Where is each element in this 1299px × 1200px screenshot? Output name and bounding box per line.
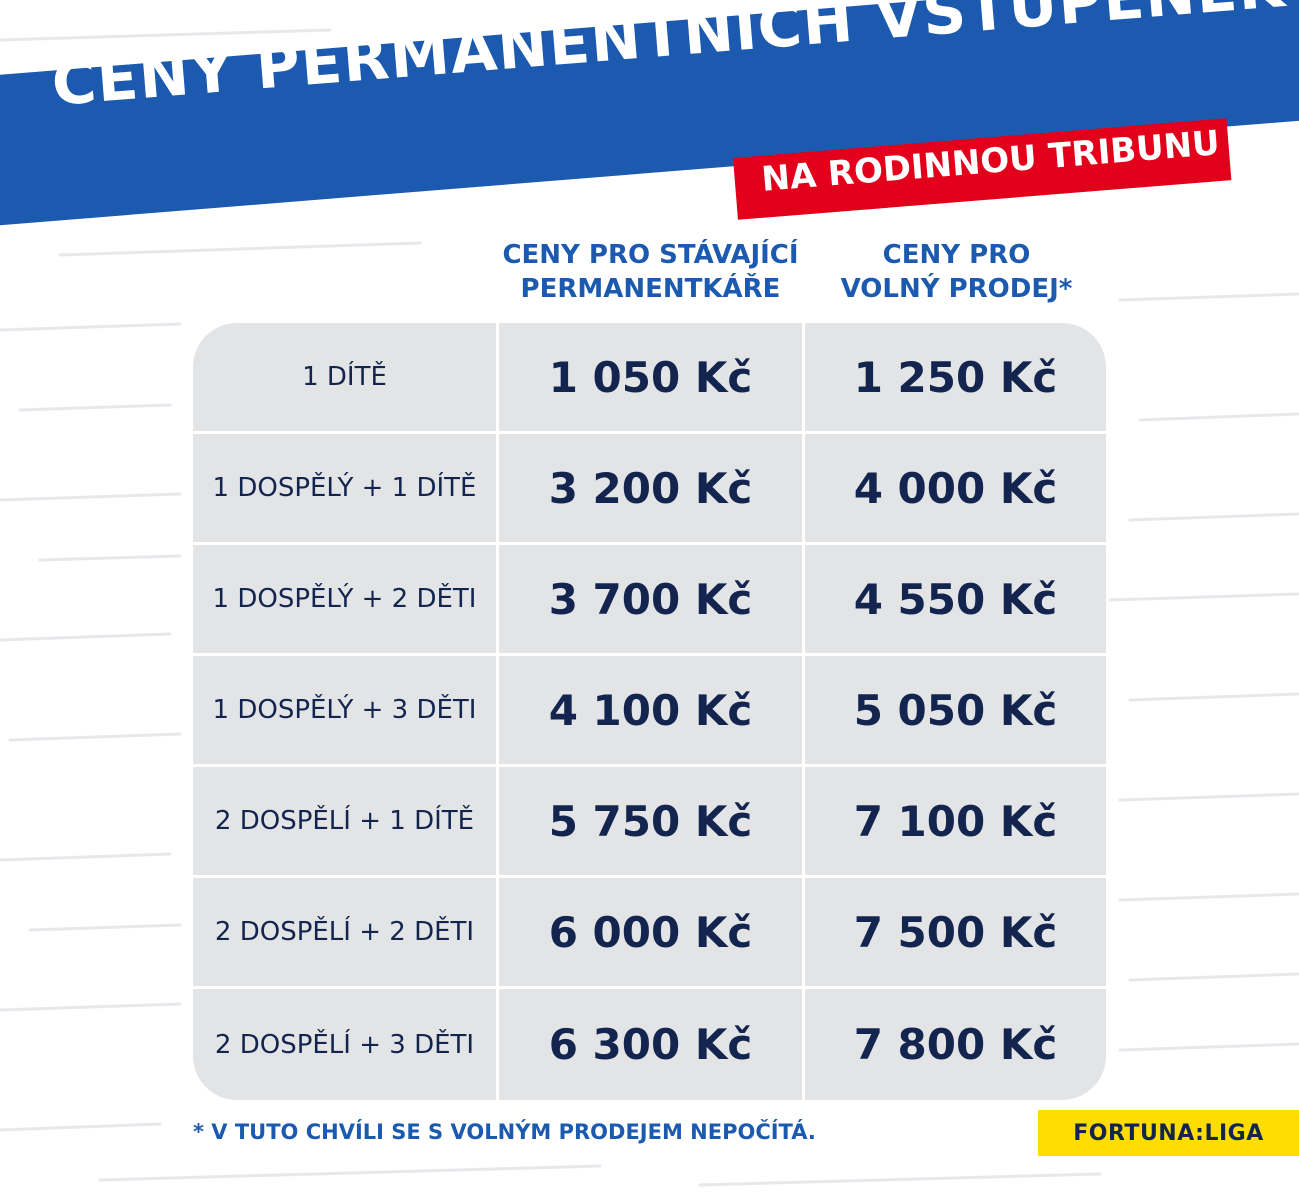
- table-row: 2 DOSPĚLÍ + 3 DĚTI 6 300 Kč 7 800 Kč: [193, 989, 1106, 1100]
- public-price-cell: 1 250 Kč: [805, 323, 1106, 431]
- column-header-line: CENY PRO STÁVAJÍCÍ: [502, 240, 799, 270]
- public-price-cell: 7 100 Kč: [805, 767, 1106, 875]
- column-header-current-holders: CENY PRO STÁVAJÍCÍ PERMANENTKÁŘE: [498, 238, 803, 306]
- public-price-cell: 4 000 Kč: [805, 434, 1106, 542]
- public-price-cell: 5 050 Kč: [805, 656, 1106, 764]
- column-header-public-sale: CENY PRO VOLNÝ PRODEJ*: [805, 238, 1108, 306]
- category-cell: 2 DOSPĚLÍ + 1 DÍTĚ: [193, 767, 496, 875]
- current-price-cell: 3 700 Kč: [499, 545, 802, 653]
- public-price-cell: 7 500 Kč: [805, 878, 1106, 986]
- table-row: 2 DOSPĚLÍ + 2 DĚTI 6 000 Kč 7 500 Kč: [193, 878, 1106, 986]
- current-price-cell: 3 200 Kč: [499, 434, 802, 542]
- category-cell: 1 DOSPĚLÝ + 3 DĚTI: [193, 656, 496, 764]
- current-price-cell: 4 100 Kč: [499, 656, 802, 764]
- category-cell: 1 DOSPĚLÝ + 2 DĚTI: [193, 545, 496, 653]
- table-row: 1 DOSPĚLÝ + 1 DÍTĚ 3 200 Kč 4 000 Kč: [193, 434, 1106, 542]
- public-price-cell: 7 800 Kč: [805, 989, 1106, 1100]
- current-price-cell: 5 750 Kč: [499, 767, 802, 875]
- fortuna-liga-logo: FORTUNA:LIGA: [1038, 1110, 1299, 1156]
- column-header-line: VOLNÝ PRODEJ*: [840, 274, 1073, 304]
- table-row: 2 DOSPĚLÍ + 1 DÍTĚ 5 750 Kč 7 100 Kč: [193, 767, 1106, 875]
- price-table: 1 DÍTĚ 1 050 Kč 1 250 Kč 1 DOSPĚLÝ + 1 D…: [193, 323, 1106, 1100]
- category-cell: 1 DOSPĚLÝ + 1 DÍTĚ: [193, 434, 496, 542]
- column-header-line: CENY PRO: [882, 240, 1031, 270]
- category-cell: 1 DÍTĚ: [193, 323, 496, 431]
- current-price-cell: 1 050 Kč: [499, 323, 802, 431]
- category-cell: 2 DOSPĚLÍ + 3 DĚTI: [193, 989, 496, 1100]
- category-cell: 2 DOSPĚLÍ + 2 DĚTI: [193, 878, 496, 986]
- column-header-line: PERMANENTKÁŘE: [520, 274, 781, 304]
- table-row: 1 DOSPĚLÝ + 2 DĚTI 3 700 Kč 4 550 Kč: [193, 545, 1106, 653]
- table-row: 1 DOSPĚLÝ + 3 DĚTI 4 100 Kč 5 050 Kč: [193, 656, 1106, 764]
- current-price-cell: 6 300 Kč: [499, 989, 802, 1100]
- public-price-cell: 4 550 Kč: [805, 545, 1106, 653]
- table-row: 1 DÍTĚ 1 050 Kč 1 250 Kč: [193, 323, 1106, 431]
- footnote: * V TUTO CHVÍLI SE S VOLNÝM PRODEJEM NEP…: [193, 1120, 816, 1144]
- current-price-cell: 6 000 Kč: [499, 878, 802, 986]
